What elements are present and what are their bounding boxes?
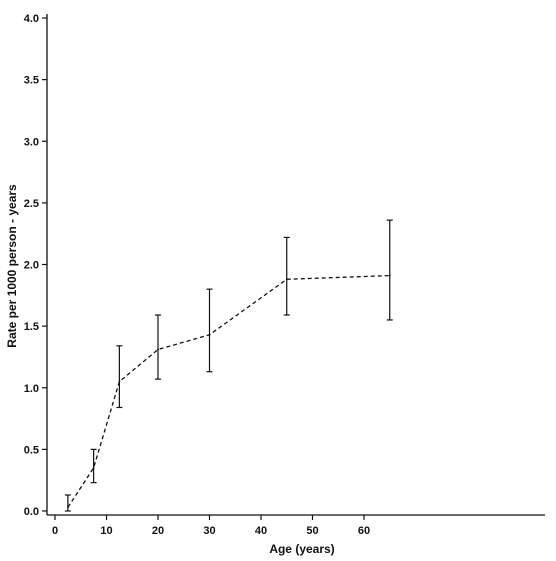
x-tick-label: 50	[306, 525, 318, 537]
series-layer	[64, 219, 393, 512]
data-point	[92, 466, 95, 469]
data-point	[66, 506, 69, 509]
data-point	[388, 274, 391, 277]
y-tick-label: 2.5	[24, 198, 39, 210]
y-axis-label: Rate per 1000 person - years	[5, 184, 19, 348]
y-tick-label: 0.0	[24, 506, 39, 518]
y-tick-label: 1.0	[24, 383, 39, 395]
x-tick-label: 30	[203, 525, 215, 537]
data-point	[157, 348, 159, 351]
x-tick-label: 60	[358, 525, 370, 537]
y-tick-label: 3.5	[24, 75, 39, 87]
y-tick-label: 4.0	[24, 13, 39, 25]
y-ticks: 0.0 0.5 1.0 1.5 2.0 2.5 3.0 3.5 4.0	[24, 13, 47, 518]
series-line	[67, 274, 390, 508]
x-axis-label: Age (years)	[269, 542, 334, 556]
axes	[46, 14, 545, 516]
x-tick-label: 0	[52, 525, 58, 537]
x-ticks: 0 10 20 30 40 50 60	[52, 515, 370, 537]
y-tick-label: 1.5	[24, 321, 39, 333]
data-point	[285, 278, 288, 281]
x-tick-label: 20	[152, 525, 164, 537]
y-tick-label: 3.0	[24, 136, 39, 148]
data-point	[118, 380, 121, 383]
y-tick-label: 2.0	[24, 260, 39, 272]
data-point	[208, 333, 211, 336]
x-tick-label: 10	[100, 525, 112, 537]
y-tick-label: 0.5	[24, 444, 39, 456]
x-tick-label: 40	[255, 525, 267, 537]
